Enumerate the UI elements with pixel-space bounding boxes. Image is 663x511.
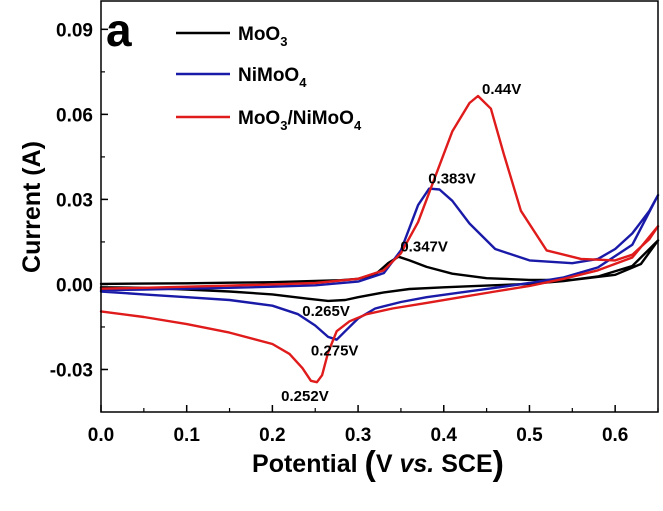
y-axis-title: Current (A) <box>18 141 46 273</box>
legend: MoO3 NiMoO4 MoO3/NiMoO4 <box>176 24 362 133</box>
y-tick-label: 0.00 <box>56 275 93 296</box>
peak-label: 0.252V <box>281 388 329 405</box>
x-axis: 0.0 0.1 0.2 0.3 0.4 0.5 0.6 <box>88 405 659 446</box>
y-axis: -0.03 0.00 0.03 0.06 0.09 <box>50 20 108 381</box>
peak-label: 0.44V <box>482 81 521 98</box>
peak-label: 0.347V <box>400 239 448 256</box>
plot-frame <box>100 0 659 413</box>
y-tick-label: 0.06 <box>56 105 93 126</box>
x-tick-label: 0.2 <box>259 425 285 446</box>
series-line-nimoo4 <box>99 187 660 341</box>
x-axis-title: Potential (V vs. SCE) <box>252 445 504 483</box>
x-tick-label: 0.1 <box>173 425 200 446</box>
legend-label-moo3: MoO3 <box>238 24 287 49</box>
y-tick-label: 0.03 <box>56 190 93 211</box>
peak-label: 0.265V <box>302 303 350 320</box>
y-tick-label: 0.09 <box>56 20 93 41</box>
legend-label-moo3-nimoo4: MoO3/NiMoO4 <box>238 108 362 133</box>
x-tick-label: 0.5 <box>516 425 543 446</box>
series-line-moo3-nimoo4 <box>99 94 660 384</box>
legend-label-nimoo4: NiMoO4 <box>238 65 307 90</box>
curves-layer <box>99 94 660 384</box>
x-tick-label: 0.6 <box>602 425 628 446</box>
peak-annotations: 0.44V 0.383V 0.347V 0.265V 0.275V 0.252V <box>281 81 521 405</box>
peak-label: 0.275V <box>311 343 359 360</box>
x-tick-label: 0.4 <box>431 425 458 446</box>
peak-label: 0.383V <box>428 171 476 188</box>
x-tick-label: 0.3 <box>345 425 371 446</box>
panel-label: a <box>106 4 132 56</box>
y-tick-label: -0.03 <box>50 360 93 381</box>
x-tick-label: 0.0 <box>88 425 114 446</box>
